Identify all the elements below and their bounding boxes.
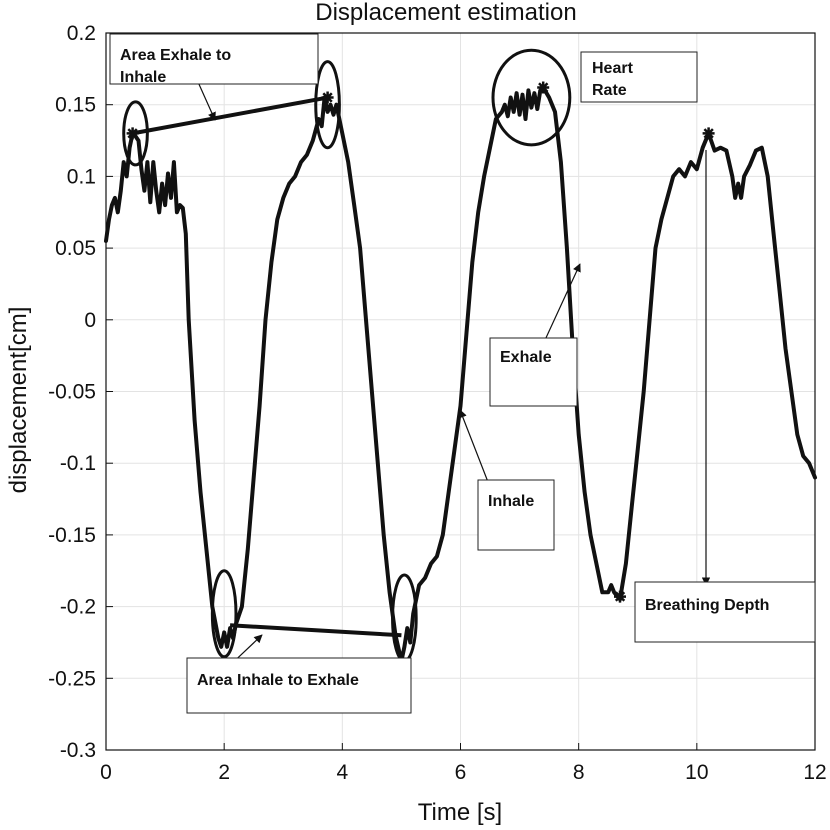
y-tick-label: 0 — [84, 309, 96, 332]
y-tick-label: -0.1 — [60, 452, 96, 475]
y-tick-label: -0.15 — [48, 524, 96, 547]
x-tick-label: 10 — [685, 761, 708, 784]
y-tick-label: 0.2 — [67, 22, 96, 45]
annotation-layer: Area Exhale to Inhale Heart Rate Exhale Inhal… — [109, 33, 816, 714]
x-tick-label: 12 — [803, 761, 826, 784]
annotation-breathing-depth-box — [634, 581, 816, 643]
star-breathing-depth-bottom — [614, 590, 626, 603]
annotation-heart-rate-text: Rate — [592, 82, 627, 99]
annotation-heart-rate-box — [580, 51, 698, 103]
series-line-displacement — [104, 85, 817, 664]
x-tick-label: 4 — [336, 761, 348, 784]
x-tick-label: 8 — [573, 761, 585, 784]
star-heart-rate — [537, 81, 550, 94]
annotation-exhale-text: Exhale — [500, 349, 552, 366]
y-tick-label: -0.2 — [60, 596, 96, 619]
y-tick-label: 0.1 — [67, 165, 96, 188]
annotation-exhale-box — [489, 337, 578, 407]
ellipse-exhale-to-inhale-end — [314, 60, 341, 150]
chart-title: Displacement estimation — [315, 0, 576, 26]
y-tick-label: -0.25 — [48, 667, 96, 690]
star-exhale-to-inhale-start — [126, 127, 139, 140]
annotation-inhale-text: Inhale — [488, 493, 534, 510]
connector-inhale-to-exhale — [229, 623, 402, 638]
x-tick-label: 6 — [455, 761, 467, 784]
star-exhale-to-inhale-end — [321, 91, 334, 104]
annotation-area-exhale-to-inhale-text: Inhale — [120, 69, 166, 86]
y-tick-label: -0.05 — [48, 381, 96, 404]
x-tick-label: 0 — [100, 761, 112, 784]
annotation-inhale-box — [477, 479, 555, 551]
x-axis-title: Time [s] — [418, 799, 502, 826]
y-tick-label: 0.05 — [55, 237, 96, 260]
annotation-breathing-depth-text: Breathing Depth — [645, 597, 769, 614]
annotation-exhale-arrow — [544, 263, 581, 341]
series-layer — [104, 85, 817, 664]
connector-exhale-to-inhale — [132, 95, 328, 136]
annotation-area-inhale-to-exhale-box — [186, 657, 412, 714]
x-tick-label: 2 — [218, 761, 230, 784]
annotation-area-exhale-to-inhale-arrow — [197, 81, 216, 121]
annotation-area-inhale-to-exhale-text: Area Inhale to Exhale — [197, 672, 359, 689]
ellipse-inhale-to-exhale-start — [210, 569, 238, 659]
star-breathing-depth-top — [702, 127, 715, 140]
annotation-inhale-arrow — [458, 409, 489, 483]
y-tick-label: 0.15 — [55, 94, 96, 117]
y-tick-label: -0.3 — [60, 739, 96, 762]
ellipse-exhale-to-inhale-start — [122, 100, 149, 167]
y-axis-title: displacement[cm] — [5, 307, 32, 494]
ellipse-heart-rate — [491, 48, 572, 147]
annotation-area-exhale-to-inhale-text: Area Exhale to — [120, 47, 231, 64]
axis-ticks: 0 2 4 6 8 10 12 0.2 0.15 0.1 0.05 0 -0.05 -0.1 -0.15 -0… — [48, 22, 827, 784]
annotation-heart-rate-text: Heart — [592, 60, 634, 77]
annotation-area-exhale-to-inhale-box — [109, 33, 319, 85]
plot-frame — [105, 32, 816, 751]
